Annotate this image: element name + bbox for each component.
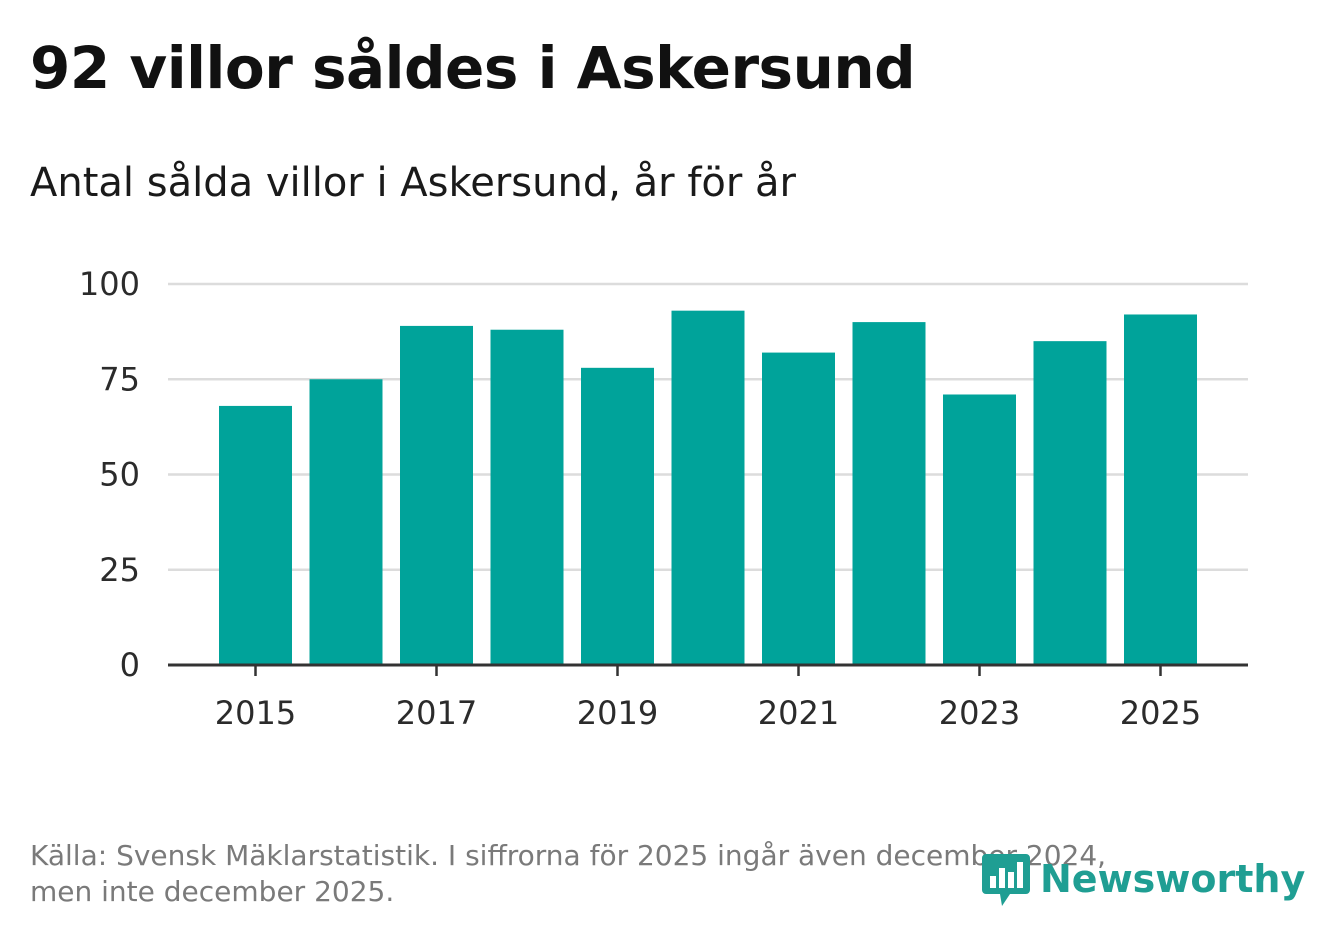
bar-chart: 0 25 50 75 100 2015 2017 2019 2021 2023 2025 bbox=[79, 265, 1248, 732]
chart-title: 92 villor såldes i Askersund bbox=[30, 34, 916, 102]
bar-2017 bbox=[400, 325, 473, 665]
x-tick-label-2017: 2017 bbox=[396, 694, 477, 732]
newsworthy-bar-icon bbox=[982, 854, 1030, 906]
bar-2023 bbox=[943, 394, 1016, 665]
source-note: Källa: Svensk Mäklarstatistik. I siffror… bbox=[30, 838, 1230, 910]
y-tick-label-100: 100 bbox=[79, 265, 140, 303]
bar-2015 bbox=[219, 405, 292, 665]
y-tick-label-50: 50 bbox=[99, 456, 140, 494]
bar-2018 bbox=[490, 329, 564, 665]
logo-text: Newsworthy bbox=[1040, 857, 1306, 901]
x-tick-label-2025: 2025 bbox=[1120, 694, 1201, 732]
x-tick-label-2023: 2023 bbox=[939, 694, 1020, 732]
newsworthy-logo: Newsworthy bbox=[980, 850, 1305, 908]
x-tick-label-2021: 2021 bbox=[758, 694, 839, 732]
bar-2020 bbox=[671, 310, 745, 665]
bar-2019 bbox=[581, 367, 654, 665]
bar-2016 bbox=[309, 379, 383, 665]
y-tick-label-0: 0 bbox=[120, 646, 140, 684]
source-line-1: Källa: Svensk Mäklarstatistik. I siffror… bbox=[30, 839, 1107, 872]
bar-2024 bbox=[1033, 341, 1107, 665]
y-tick-label-75: 75 bbox=[99, 360, 140, 398]
y-tick-label-25: 25 bbox=[99, 551, 140, 589]
source-line-2: men inte december 2025. bbox=[30, 875, 395, 908]
bar-2022 bbox=[852, 322, 926, 665]
x-tick-label-2019: 2019 bbox=[577, 694, 658, 732]
chart-subtitle: Antal sålda villor i Askersund, år för å… bbox=[30, 160, 796, 206]
bar-2021 bbox=[762, 352, 835, 665]
bar-2025 bbox=[1124, 314, 1197, 665]
x-tick-label-2015: 2015 bbox=[215, 694, 296, 732]
